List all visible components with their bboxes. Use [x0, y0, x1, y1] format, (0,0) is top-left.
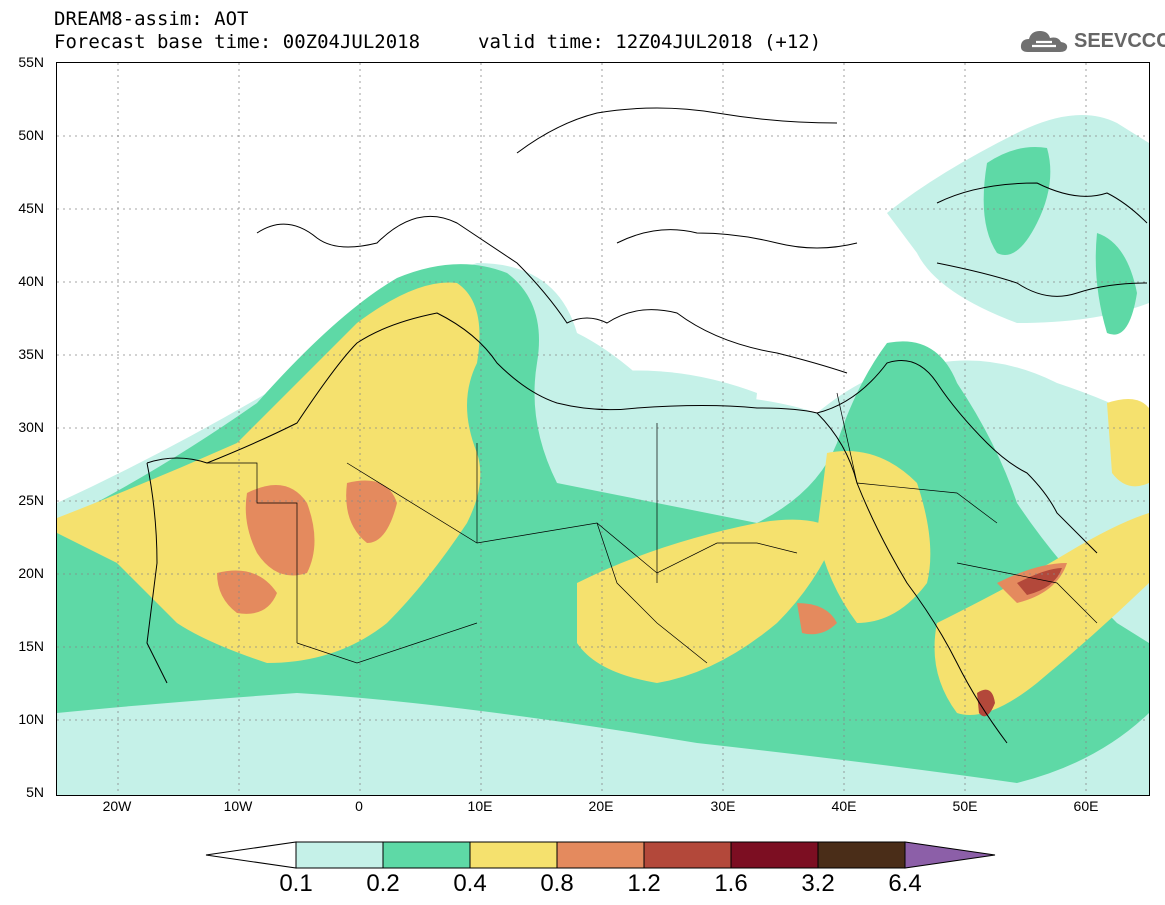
lon-label-20w: 20W: [102, 798, 132, 814]
lon-label-40e: 40E: [831, 798, 857, 814]
colorbar-bin-0: [295, 841, 384, 869]
colorbar-label-2: 0.4: [453, 870, 487, 897]
aot-field-map: [57, 63, 1149, 795]
lat-label-10n: 10N: [18, 711, 44, 727]
valid-time: valid time: 12Z04JUL2018 (+12): [478, 31, 822, 53]
logo-text: SEEVCCC: [1074, 29, 1165, 52]
colorbar-label-7: 6.4: [888, 870, 922, 897]
colorbar: [205, 841, 996, 869]
colorbar-bin-6: [817, 841, 906, 869]
lat-label-50n: 50N: [18, 127, 44, 143]
lat-label-40n: 40N: [18, 273, 44, 289]
graticule: [57, 63, 1149, 795]
colorbar-over-arrow: [904, 841, 996, 869]
lat-label-35n: 35N: [18, 346, 44, 362]
colorbar-under-arrow: [205, 841, 297, 869]
lat-label-5n: 5N: [26, 784, 44, 800]
lon-label-60e: 60E: [1073, 798, 1099, 814]
colorbar-label-4: 1.2: [627, 870, 661, 897]
chart-title: DREAM8-assim: AOT: [54, 8, 249, 30]
map-panel: [56, 62, 1150, 796]
lon-label-10e: 10E: [467, 798, 493, 814]
lon-label-20e: 20E: [588, 798, 614, 814]
lat-label-30n: 30N: [18, 419, 44, 435]
lat-label-45n: 45N: [18, 200, 44, 216]
colorbar-bin-5: [730, 841, 819, 869]
colorbar-label-5: 1.6: [714, 870, 748, 897]
forecast-base-time: Forecast base time: 00Z04JUL2018: [54, 31, 421, 53]
coastlines: [146, 107, 1148, 744]
colorbar-bin-3: [556, 841, 645, 869]
colorbar-label-6: 3.2: [801, 870, 835, 897]
lat-label-15n: 15N: [18, 638, 44, 654]
lon-label-30e: 30E: [710, 798, 736, 814]
colorbar-label-3: 0.8: [540, 870, 574, 897]
aot-contour-1-2: [977, 568, 1062, 717]
seevccc-logo: SEEVCCC: [1018, 26, 1165, 56]
colorbar-bin-4: [643, 841, 732, 869]
lon-label-50e: 50E: [952, 798, 978, 814]
cloud-logo-icon: [1020, 31, 1068, 52]
lat-label-55n: 55N: [18, 54, 44, 70]
lat-label-20n: 20N: [18, 565, 44, 581]
political-borders: [207, 392, 1098, 664]
lat-label-25n: 25N: [18, 492, 44, 508]
lon-label-0: 0: [355, 798, 363, 814]
colorbar-label-0: 0.1: [279, 870, 313, 897]
colorbar-bin-1: [382, 841, 471, 869]
colorbar-bin-2: [469, 841, 558, 869]
colorbar-label-1: 0.2: [366, 870, 400, 897]
lon-label-10w: 10W: [223, 798, 253, 814]
